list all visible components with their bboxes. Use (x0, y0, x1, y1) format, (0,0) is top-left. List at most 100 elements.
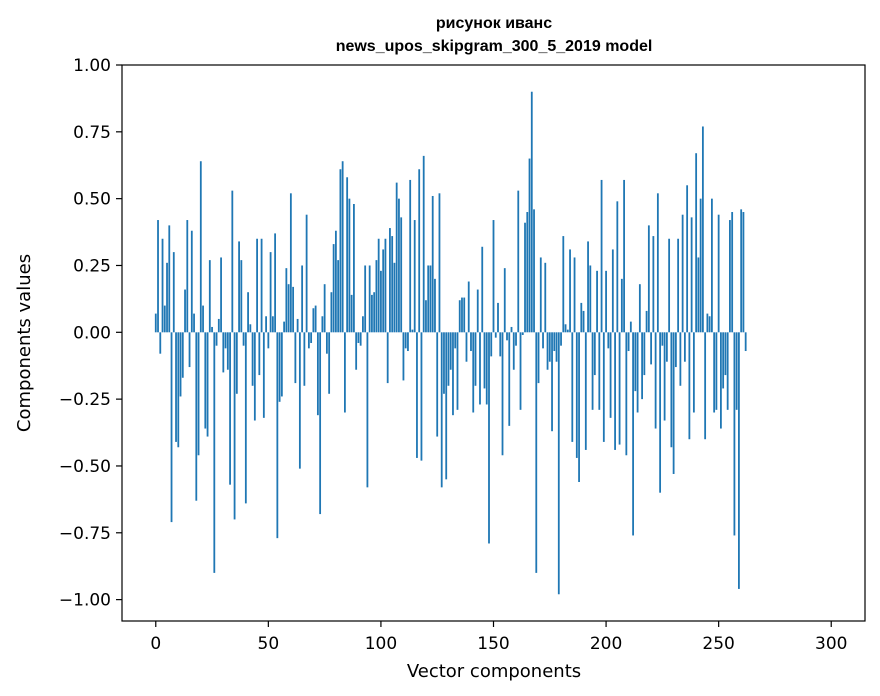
bar (244, 332, 247, 504)
y-tick-label: 0.75 (73, 123, 111, 143)
bar (323, 284, 326, 333)
bar (580, 302, 583, 333)
bar (600, 179, 603, 333)
bar (582, 310, 585, 333)
bar (458, 300, 461, 333)
bar (161, 238, 164, 333)
bar (233, 332, 236, 520)
bar (672, 332, 675, 474)
x-axis-label: Vector components (407, 661, 581, 682)
bar (319, 332, 322, 515)
bar (537, 332, 540, 384)
bar (488, 332, 490, 544)
bar (316, 332, 319, 416)
bar (409, 179, 412, 333)
bar (474, 332, 477, 386)
bar (186, 220, 189, 333)
bar (445, 332, 448, 480)
bar (391, 236, 394, 333)
bar (681, 214, 684, 333)
bar (346, 177, 349, 333)
bar (353, 204, 355, 333)
x-tick-label: 250 (702, 634, 734, 654)
bar (337, 260, 340, 333)
bar (542, 332, 544, 349)
x-tick-label: 300 (815, 634, 847, 654)
y-tick-label: −0.25 (59, 390, 111, 410)
bar (303, 332, 306, 386)
bar (521, 332, 524, 335)
bar (636, 332, 639, 413)
bar (447, 332, 450, 386)
bar (407, 332, 409, 352)
bar (494, 332, 497, 338)
x-tick-label: 100 (365, 634, 397, 654)
bar (274, 233, 276, 333)
bar (742, 212, 745, 333)
bar (204, 332, 207, 429)
bar (616, 201, 619, 333)
bar (708, 316, 711, 333)
bar (620, 278, 623, 333)
bar (656, 193, 659, 333)
bar (674, 332, 677, 368)
bar (569, 249, 571, 333)
bar (729, 220, 731, 333)
bar (578, 332, 580, 482)
bar (312, 308, 315, 333)
bar (260, 238, 263, 333)
bar (242, 332, 245, 346)
bar (420, 332, 423, 461)
bar (566, 329, 569, 333)
bar (564, 324, 567, 333)
bar (731, 212, 734, 333)
bar (193, 313, 195, 333)
bar (177, 332, 180, 448)
bar (629, 321, 632, 333)
bar (359, 332, 362, 346)
x-tick-label: 150 (477, 634, 509, 654)
bar (375, 260, 378, 333)
bar (154, 313, 157, 333)
bar (296, 318, 299, 333)
bar (197, 332, 200, 456)
bar (159, 332, 162, 354)
bar (163, 305, 166, 333)
bar (357, 332, 360, 343)
y-tick-label: 0.50 (73, 190, 111, 210)
bar (481, 246, 484, 333)
y-tick-label: 0.00 (73, 323, 111, 343)
bar (321, 316, 324, 333)
bar (386, 332, 389, 384)
bar (733, 332, 736, 536)
bar (647, 225, 650, 333)
bar (377, 238, 380, 333)
bar (280, 332, 283, 397)
bar (305, 214, 308, 333)
bar (485, 332, 488, 405)
bar (330, 292, 333, 333)
bar (692, 332, 695, 413)
bar (366, 332, 369, 488)
bar (166, 262, 168, 333)
x-axis-ticks: 0 50 100 150 200 250 300 (150, 621, 847, 654)
y-axis-label: Components values (14, 254, 35, 432)
bar (555, 332, 558, 362)
bar (632, 332, 634, 536)
plot-frame (121, 64, 866, 622)
bar (584, 332, 587, 450)
bar (526, 212, 529, 333)
bar (188, 332, 191, 368)
bar (587, 241, 589, 333)
bar (456, 332, 459, 410)
bar (217, 318, 220, 333)
bar (735, 332, 738, 410)
bar (512, 332, 515, 370)
y-tick-label: −0.50 (59, 457, 111, 477)
bar (607, 332, 610, 349)
bar (465, 332, 468, 362)
bar (650, 332, 653, 365)
bar (562, 236, 565, 333)
bar (501, 332, 504, 456)
bar (175, 332, 177, 442)
